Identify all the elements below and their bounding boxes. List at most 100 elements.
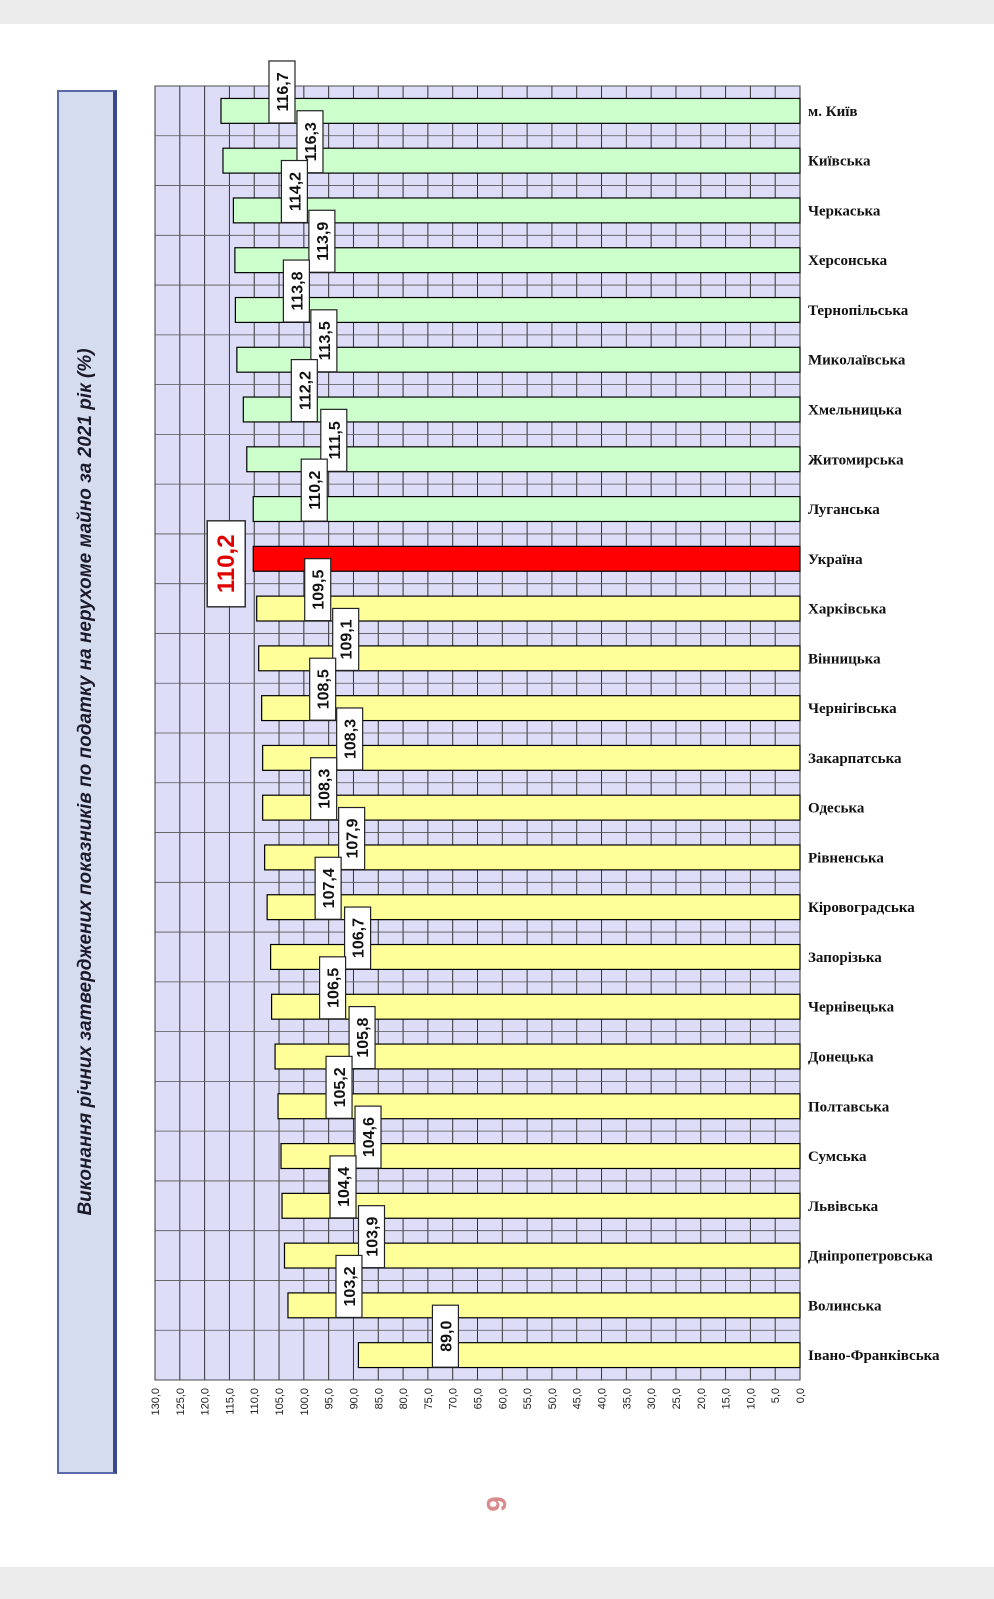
category-label: Сумська: [808, 1149, 867, 1165]
x-tick-label: 15,0: [721, 1388, 733, 1409]
value-label: 105,8: [355, 1017, 372, 1057]
category-label: Дніпропетровська: [808, 1249, 933, 1265]
value-label: 106,5: [326, 968, 343, 1008]
category-label: Херсонська: [808, 253, 888, 269]
value-label: 108,3: [343, 719, 360, 759]
category-label: Луганська: [808, 502, 880, 518]
value-label: 108,3: [317, 769, 334, 809]
x-tick-label: 95,0: [324, 1388, 336, 1409]
category-label: Івано-Франківська: [808, 1348, 940, 1364]
value-label-box: [310, 309, 338, 373]
page-number: 9: [481, 1496, 512, 1512]
value-label-box: [318, 956, 347, 1020]
x-tick-label: 60,0: [497, 1388, 509, 1409]
category-label: Житомирська: [808, 452, 904, 468]
category-label: Київська: [808, 154, 871, 170]
x-tick-label: 110,0: [249, 1388, 261, 1415]
value-label: 112,2: [297, 371, 314, 410]
category-label: Рівненська: [808, 850, 884, 866]
bar: [357, 1342, 801, 1369]
category-label: м. Київ: [808, 104, 858, 120]
category-label: Хмельницька: [808, 403, 902, 419]
value-label-box: [314, 856, 342, 920]
value-label: 116,7: [275, 72, 292, 111]
value-label-box: [309, 657, 337, 721]
x-tick-label: 55,0: [522, 1388, 534, 1409]
value-label: 111,5: [327, 421, 344, 459]
category-label: Донецька: [808, 1050, 874, 1066]
value-label-box: [431, 1304, 460, 1368]
bar: [252, 495, 801, 523]
value-label: 106,7: [351, 918, 368, 958]
value-label: 105,2: [332, 1067, 349, 1107]
value-label-box: [329, 1155, 357, 1219]
value-label: 114,2: [287, 172, 304, 211]
x-tick-label: 100,0: [299, 1388, 311, 1416]
bar: [287, 1292, 801, 1319]
x-tick-label: 105,0: [274, 1388, 286, 1416]
x-tick-label: 25,0: [671, 1388, 683, 1409]
value-label-box: [310, 757, 338, 821]
x-tick-label: 70,0: [448, 1388, 460, 1409]
value-label-box: [325, 1055, 353, 1119]
x-tick-label: 5,0: [770, 1388, 782, 1403]
value-label: 113,9: [315, 222, 332, 261]
x-tick-label: 75,0: [423, 1388, 435, 1409]
value-label-box: [280, 159, 308, 224]
value-label-box: [304, 558, 332, 622]
category-label: Миколаївська: [808, 353, 906, 369]
value-label: 104,4: [336, 1167, 353, 1207]
x-tick-label: 80,0: [398, 1388, 410, 1409]
x-tick-label: 90,0: [348, 1388, 360, 1409]
value-label: 109,1: [339, 619, 356, 659]
bar-chart: 0,0 5,0 10,0 15,0 20,0 25,0 30,0 35,0 40,0 45,0 50…: [150, 60, 940, 1416]
x-tick-label: 115,0: [224, 1388, 236, 1415]
category-label: Закарпатська: [808, 751, 902, 767]
highlight-value-box: [206, 520, 246, 608]
value-label-box: [354, 1105, 382, 1169]
value-label: 113,8: [289, 271, 306, 310]
bar-highlight: [252, 545, 801, 572]
category-label: Львівська: [808, 1199, 879, 1215]
value-label: 110,2: [307, 470, 324, 509]
category-label: Кіровоградська: [808, 900, 915, 916]
category-label: Запорізька: [808, 950, 882, 966]
value-label-box: [308, 209, 336, 273]
category-label: Полтавська: [808, 1099, 890, 1115]
value-label: 89,0: [438, 1321, 455, 1352]
highlight-value-label: 110,2: [213, 534, 240, 593]
category-label: Україна: [808, 552, 863, 568]
x-tick-label: 45,0: [572, 1388, 584, 1409]
category-label: Одеська: [808, 801, 865, 817]
category-label: Вінницька: [808, 651, 881, 667]
value-label: 107,9: [345, 818, 362, 858]
x-tick-label: 120,0: [200, 1388, 212, 1416]
x-tick-label: 125,0: [175, 1388, 187, 1416]
x-tick-label: 35,0: [621, 1388, 633, 1409]
value-label-box: [290, 358, 318, 423]
x-tick-label: 40,0: [597, 1388, 609, 1409]
value-label-box: [268, 60, 296, 124]
value-label-box: [332, 607, 360, 672]
x-tick-label: 20,0: [696, 1388, 708, 1409]
value-label-box: [335, 1254, 363, 1319]
value-label: 116,3: [303, 122, 320, 161]
x-tick-label: 30,0: [646, 1388, 658, 1409]
x-tick-label: 85,0: [373, 1388, 385, 1409]
category-label: Черкаська: [808, 203, 881, 219]
value-label-box: [338, 806, 366, 871]
value-label: 107,4: [321, 868, 338, 908]
category-label: Харківська: [808, 602, 887, 618]
value-label-box: [282, 259, 310, 323]
x-tick-label: 10,0: [745, 1388, 757, 1409]
x-tick-label: 130,0: [150, 1388, 162, 1416]
category-label: Волинська: [808, 1298, 882, 1314]
value-label: 103,2: [342, 1266, 359, 1306]
category-label: Чернівецька: [808, 1000, 895, 1016]
x-tick-label: 50,0: [547, 1388, 559, 1409]
value-label-box: [348, 1005, 376, 1070]
x-tick-label: 0,0: [795, 1388, 807, 1403]
category-label: Чернігівська: [808, 701, 897, 717]
value-label-box: [300, 458, 328, 522]
value-label-box: [336, 707, 364, 771]
